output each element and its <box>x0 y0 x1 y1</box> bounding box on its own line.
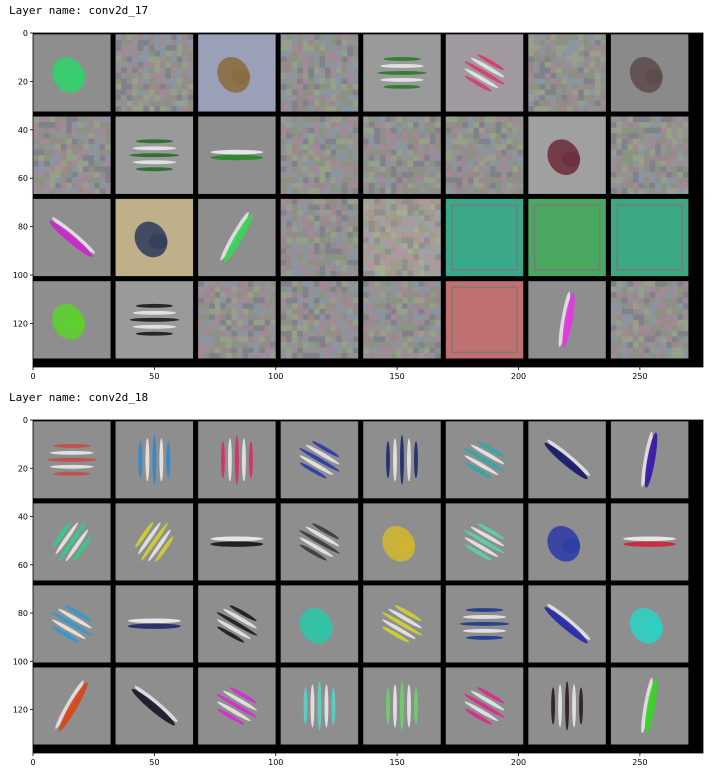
filter-tile <box>528 281 606 359</box>
filter-tile <box>115 116 194 194</box>
filter-tile <box>445 116 524 194</box>
filter-tile <box>33 116 111 194</box>
y-tick-label: 120 <box>13 706 28 715</box>
filter-tile <box>33 667 111 745</box>
filter-tile <box>528 667 606 745</box>
filter-tile <box>198 667 276 745</box>
y-tick-label: 0 <box>23 416 28 425</box>
y-tick-label: 80 <box>18 223 28 232</box>
x-tick-label: 250 <box>632 372 647 381</box>
layer-label-2: Layer name: conv2d_18 <box>9 391 149 404</box>
filter-tile <box>363 585 441 663</box>
filter-tile <box>445 667 524 745</box>
filter-tile <box>528 421 606 499</box>
filter-tile <box>610 281 689 359</box>
layer-label-1: Layer name: conv2d_17 <box>9 4 149 17</box>
filter-tile <box>115 667 194 745</box>
filter-tile <box>363 281 441 359</box>
filter-tile <box>115 198 194 277</box>
y-tick-label: 40 <box>18 513 28 522</box>
filter-tile <box>363 421 441 499</box>
filter-tile <box>528 585 606 663</box>
filter-tile <box>280 421 359 499</box>
y-tick-label: 100 <box>13 657 28 666</box>
x-tick-label: 100 <box>268 758 283 767</box>
filter-tile <box>610 421 689 499</box>
filter-tile <box>33 281 111 359</box>
filter-tile <box>115 503 194 581</box>
y-tick-label: 120 <box>13 319 28 328</box>
filter-tile <box>610 198 689 277</box>
filter-tile <box>610 585 689 663</box>
x-tick-label: 150 <box>389 372 404 381</box>
filter-tile <box>115 421 194 499</box>
filter-tile <box>445 421 524 499</box>
x-tick-label: 0 <box>30 758 35 767</box>
y-tick-label: 60 <box>18 561 28 570</box>
x-tick-label: 150 <box>389 758 404 767</box>
filter-tile <box>280 281 359 359</box>
filter-tile <box>115 281 194 359</box>
filter-tile <box>363 198 441 277</box>
filter-tile <box>445 281 524 359</box>
x-tick-label: 50 <box>149 758 159 767</box>
filter-tile <box>610 503 689 581</box>
filter-tile <box>280 198 359 277</box>
filter-tile <box>33 198 111 277</box>
filter-tile <box>115 585 194 663</box>
filter-tile <box>445 503 524 581</box>
filter-tile <box>33 34 111 112</box>
x-tick-label: 0 <box>30 372 35 381</box>
filter-tile <box>280 503 359 581</box>
y-tick-label: 60 <box>18 174 28 183</box>
filter-tile <box>33 585 111 663</box>
filter-tile <box>280 116 359 194</box>
y-tick-label: 0 <box>23 29 28 38</box>
plot-frame <box>32 419 704 754</box>
x-tick-label: 200 <box>511 758 526 767</box>
filter-tile <box>610 667 689 745</box>
y-tick-label: 20 <box>18 464 28 473</box>
filter-tile <box>363 667 441 745</box>
filter-tile <box>198 503 276 581</box>
y-tick-label: 80 <box>18 609 28 618</box>
filter-tile <box>198 421 276 499</box>
y-tick-label: 40 <box>18 126 28 135</box>
filter-tile <box>610 116 689 194</box>
filter-tile <box>528 503 606 581</box>
filter-tile <box>198 116 276 194</box>
filter-tile <box>33 421 111 499</box>
filter-tile <box>528 34 606 112</box>
filter-tile <box>198 585 276 663</box>
filter-grid-plot-1: 0 50 100 150 200 250 0 20 40 60 80 100 120 <box>0 22 722 387</box>
filter-tile <box>445 585 524 663</box>
filter-tile <box>33 503 111 581</box>
filter-tile <box>363 503 441 581</box>
filter-tile <box>528 198 606 277</box>
filter-tile <box>280 585 359 663</box>
filter-tile <box>198 34 276 112</box>
x-tick-label: 200 <box>511 372 526 381</box>
filter-tile <box>280 34 359 112</box>
x-tick-label: 50 <box>149 372 159 381</box>
filter-tile <box>198 281 276 359</box>
filter-tile <box>445 198 524 277</box>
filter-tile <box>363 116 441 194</box>
filter-tile <box>280 667 359 745</box>
plot-frame <box>32 32 704 368</box>
filter-tile <box>528 116 606 194</box>
filter-tile <box>610 34 689 112</box>
y-tick-label: 100 <box>13 271 28 280</box>
x-tick-label: 250 <box>632 758 647 767</box>
y-tick-label: 20 <box>18 77 28 86</box>
filter-grid-plot-2: 0 50 100 150 200 250 0 20 40 60 80 100 120 <box>0 409 722 773</box>
filter-tile <box>115 34 194 112</box>
filter-tile <box>445 34 524 112</box>
x-tick-label: 100 <box>268 372 283 381</box>
filter-grid-svg-2: 0 50 100 150 200 250 0 20 40 60 80 100 120 <box>13 416 704 767</box>
filter-grid-svg-1: 0 50 100 150 200 250 0 20 40 60 80 100 120 <box>13 29 704 381</box>
filter-tile <box>363 34 441 112</box>
filter-tile <box>198 198 276 277</box>
